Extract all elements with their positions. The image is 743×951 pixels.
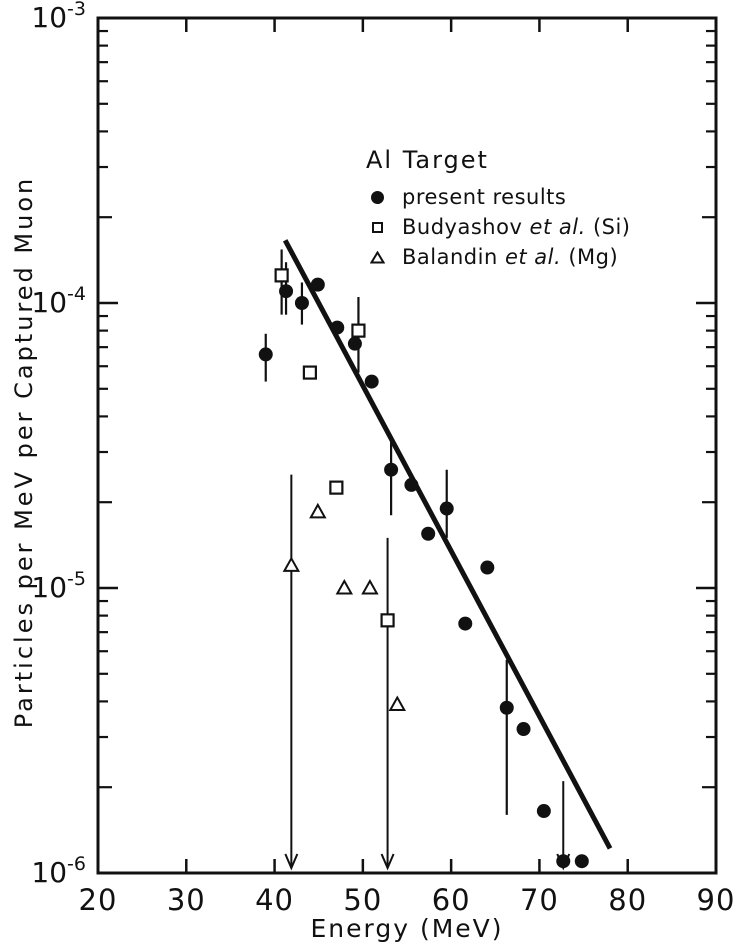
data-point-circle <box>294 296 309 310</box>
legend-entry-balandin: Balandin et al. (Mg) <box>364 242 631 272</box>
legend-label: Balandin et al. (Mg) <box>402 245 619 269</box>
data-point-circle <box>310 277 325 292</box>
legend-label: present results <box>402 185 567 209</box>
data-point-square <box>351 323 366 338</box>
x-tick-label: 70 <box>520 883 559 917</box>
data-point-circle <box>364 374 379 389</box>
data-point-square <box>274 268 289 283</box>
data-point-triangle <box>309 502 327 519</box>
data-point-circle <box>458 616 473 631</box>
y-tick-label: 10-3 <box>31 0 86 34</box>
data-point-circle <box>574 854 589 869</box>
data-point-circle <box>347 336 362 351</box>
data-point-circle <box>330 320 345 335</box>
data-point-circle <box>421 526 436 541</box>
x-axis-title: Energy (MeV) <box>310 914 504 943</box>
data-point-circle <box>258 347 273 362</box>
legend-title: Al Target <box>366 146 489 174</box>
data-point-circle <box>384 462 399 477</box>
x-tick-label: 20 <box>79 883 118 917</box>
data-point-triangle <box>388 695 406 712</box>
data-point-circle <box>536 804 551 819</box>
y-axis-title: Particles per MeV per Captured Muon <box>10 175 38 729</box>
legend-entry-budyashov: Budyashov et al. (Si) <box>364 212 631 242</box>
fit-line <box>282 239 613 850</box>
limit-arrow-head <box>380 853 395 871</box>
open-square-icon <box>364 221 390 233</box>
y-tick-label: 10-4 <box>31 283 86 319</box>
y-tick-label: 10-5 <box>31 568 86 604</box>
data-point-circle <box>404 477 419 492</box>
filled-circle-icon <box>364 190 390 204</box>
data-point-triangle <box>361 578 379 595</box>
data-point-circle <box>279 284 294 299</box>
legend-entry-present-results: present results <box>364 182 631 212</box>
x-tick-label: 90 <box>697 883 736 917</box>
x-tick-label: 40 <box>255 883 294 917</box>
data-point-triangle <box>335 578 354 595</box>
legend: Al Target present results Budyashov et a… <box>364 146 631 272</box>
data-point-square <box>380 613 395 628</box>
data-point-square <box>329 480 344 495</box>
data-point-circle <box>499 700 514 715</box>
plot-frame <box>96 16 718 875</box>
x-tick-label: 60 <box>432 883 471 917</box>
x-tick-label: 50 <box>343 883 382 917</box>
data-point-triangle <box>282 556 301 572</box>
data-point-circle <box>480 560 495 575</box>
data-point-circle <box>516 722 531 737</box>
data-point-circle <box>556 854 571 869</box>
limit-arrow-head <box>284 853 299 871</box>
y-tick-label: 10-6 <box>31 853 86 889</box>
x-tick-label: 80 <box>608 883 647 917</box>
data-point-circle <box>439 501 454 516</box>
open-triangle-icon <box>364 250 390 264</box>
data-point-square <box>302 365 317 380</box>
x-tick-label: 30 <box>167 883 206 917</box>
legend-label: Budyashov et al. (Si) <box>402 215 631 239</box>
